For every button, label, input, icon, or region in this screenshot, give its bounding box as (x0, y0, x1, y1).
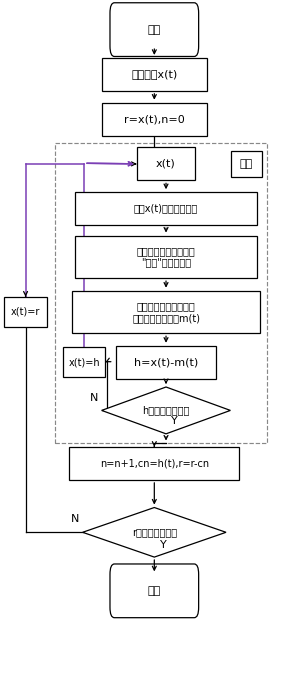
Text: r=x(t),n=0: r=x(t),n=0 (124, 114, 185, 124)
FancyBboxPatch shape (75, 192, 257, 225)
FancyBboxPatch shape (4, 297, 47, 327)
Text: h满足终止条件？: h满足终止条件？ (142, 406, 190, 415)
Text: n=n+1,cn=h(t),r=r-cn: n=n+1,cn=h(t),r=r-cn (100, 458, 209, 469)
Text: 求出x(t)的所有极值点: 求出x(t)的所有极值点 (134, 204, 198, 214)
Text: N: N (90, 393, 98, 403)
FancyBboxPatch shape (110, 564, 199, 618)
Polygon shape (83, 508, 226, 557)
Text: x(t): x(t) (156, 159, 176, 169)
FancyBboxPatch shape (110, 3, 199, 57)
Text: 使用四点插值细分算法
"分裂"新的控制点: 使用四点插值细分算法 "分裂"新的控制点 (137, 246, 196, 268)
Text: 构造上、下包络线并求
上、下包络线均值m(t): 构造上、下包络线并求 上、下包络线均值m(t) (132, 301, 200, 323)
Text: 筛选: 筛选 (240, 159, 253, 169)
Text: 结束: 结束 (148, 586, 161, 596)
Text: Y: Y (171, 417, 178, 426)
FancyBboxPatch shape (69, 447, 239, 480)
Polygon shape (102, 387, 230, 434)
Text: r满足终止条件？: r满足终止条件？ (132, 527, 177, 538)
Text: Y: Y (160, 540, 166, 550)
FancyBboxPatch shape (137, 148, 195, 180)
FancyBboxPatch shape (102, 103, 207, 136)
FancyBboxPatch shape (75, 235, 257, 278)
FancyBboxPatch shape (102, 58, 207, 91)
Text: 输入信号x(t): 输入信号x(t) (131, 70, 178, 79)
FancyBboxPatch shape (63, 347, 105, 377)
FancyBboxPatch shape (231, 151, 262, 177)
Text: x(t)=h: x(t)=h (68, 357, 100, 367)
Text: N: N (71, 513, 79, 524)
Bar (55, 144, 267, 443)
Text: 开始: 开始 (148, 25, 161, 34)
Text: x(t)=r: x(t)=r (11, 307, 40, 317)
Text: h=x(t)-m(t): h=x(t)-m(t) (134, 357, 198, 367)
FancyBboxPatch shape (116, 346, 216, 379)
FancyBboxPatch shape (72, 290, 260, 333)
